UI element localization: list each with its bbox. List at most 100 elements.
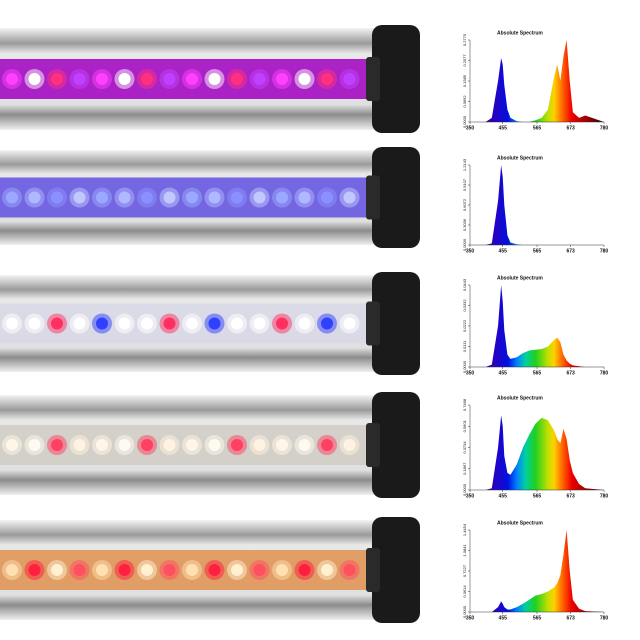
y-tick-label: 0.2077: [462, 54, 467, 67]
spectrum-area: [479, 530, 604, 612]
spectrum-chart: Absolute Spectrum 350 455 565 673 780 0.0000 0.…: [462, 30, 608, 131]
led: [298, 73, 311, 85]
y-tick-label: 0.3734: [462, 441, 467, 454]
y-tick-label: 0.6072: [462, 198, 467, 211]
led: [231, 191, 243, 204]
x-tick-label: 565: [533, 493, 542, 499]
end-cap: [372, 272, 420, 375]
spectrum-chart: Absolute Spectrum 350 455 565 673 780 0.0000 0.…: [462, 520, 608, 621]
led-bar: [0, 517, 420, 623]
led: [141, 564, 153, 576]
y-tick-label: 0.7227: [462, 564, 467, 577]
chart-title: Absolute Spectrum: [497, 275, 543, 281]
y-tick-label: 0.0000: [462, 115, 467, 128]
led: [96, 317, 108, 330]
led: [141, 317, 153, 330]
x-tick-label: 673: [566, 248, 575, 254]
y-tick-label: 0.0000: [462, 605, 467, 618]
spectrum-area: [479, 415, 604, 490]
led: [6, 439, 18, 451]
x-tick-label: 673: [566, 370, 575, 376]
led: [253, 191, 266, 204]
led: [343, 439, 356, 451]
chart-title: Absolute Spectrum: [497, 520, 543, 526]
led: [118, 564, 131, 576]
led: [253, 317, 266, 330]
led: [321, 317, 333, 330]
led: [51, 191, 63, 204]
led: [51, 317, 63, 330]
led: [28, 191, 41, 204]
x-tick-label: 455: [499, 493, 508, 499]
x-tick-label: 673: [566, 493, 575, 499]
led: [186, 439, 198, 451]
led: [96, 191, 108, 204]
end-cap: [372, 517, 420, 623]
led: [96, 439, 108, 451]
led: [276, 317, 288, 330]
led: [73, 564, 86, 576]
led: [141, 73, 153, 85]
led: [6, 317, 18, 330]
x-tick-label: 350: [466, 248, 475, 254]
x-tick-label: 350: [466, 615, 475, 621]
led: [231, 564, 243, 576]
x-tick-label: 350: [466, 125, 475, 131]
y-tick-label: 0.7468: [462, 398, 467, 411]
led: [118, 191, 131, 204]
spectrum-area: [479, 165, 604, 245]
led: [96, 564, 108, 576]
led: [298, 317, 311, 330]
y-tick-label: 0.5601: [462, 419, 467, 432]
led: [276, 73, 288, 85]
spectrum-chart: Absolute Spectrum 350 455 565 673 780 0.0000 0.…: [462, 155, 608, 254]
led: [51, 439, 63, 451]
led: [208, 73, 221, 85]
y-tick-label: 1.0841: [462, 544, 467, 557]
y-tick-label: 0.3036: [462, 218, 467, 231]
x-tick-label: 350: [466, 370, 475, 376]
x-tick-label: 455: [499, 125, 508, 131]
x-tick-label: 565: [533, 248, 542, 254]
spectrum-charts: Absolute Spectrum 350 455 565 673 780 0.0000 0.…: [462, 30, 608, 621]
led: [51, 73, 63, 85]
led: [321, 564, 333, 576]
x-tick-label: 780: [600, 125, 609, 131]
led: [118, 317, 131, 330]
end-cap-inner: [366, 548, 380, 592]
led: [208, 191, 221, 204]
led: [298, 564, 311, 576]
led: [163, 73, 176, 85]
spectrum-area: [479, 285, 604, 367]
led: [321, 73, 333, 85]
led: [343, 317, 356, 330]
led: [208, 317, 221, 330]
y-tick-label: 0.0000: [462, 360, 467, 373]
led: [73, 317, 86, 330]
y-tick-label: 0.9107: [462, 178, 467, 191]
y-tick-label: 0.0443: [462, 278, 467, 291]
x-tick-label: 565: [533, 370, 542, 376]
led: [163, 564, 176, 576]
led-bar: [0, 147, 420, 248]
led: [186, 73, 198, 85]
led: [186, 564, 198, 576]
led: [186, 317, 198, 330]
led: [163, 317, 176, 330]
led: [276, 439, 288, 451]
led: [253, 564, 266, 576]
led: [231, 317, 243, 330]
led: [253, 439, 266, 451]
x-tick-label: 673: [566, 125, 575, 131]
chart-title: Absolute Spectrum: [497, 155, 543, 161]
led: [73, 439, 86, 451]
led: [343, 564, 356, 576]
y-tick-label: 1.4454: [462, 523, 467, 536]
led: [163, 439, 176, 451]
end-cap: [372, 147, 420, 248]
y-tick-label: 0.2770: [462, 33, 467, 46]
led: [231, 439, 243, 451]
led-bar: [0, 25, 420, 133]
end-cap-inner: [366, 57, 380, 101]
